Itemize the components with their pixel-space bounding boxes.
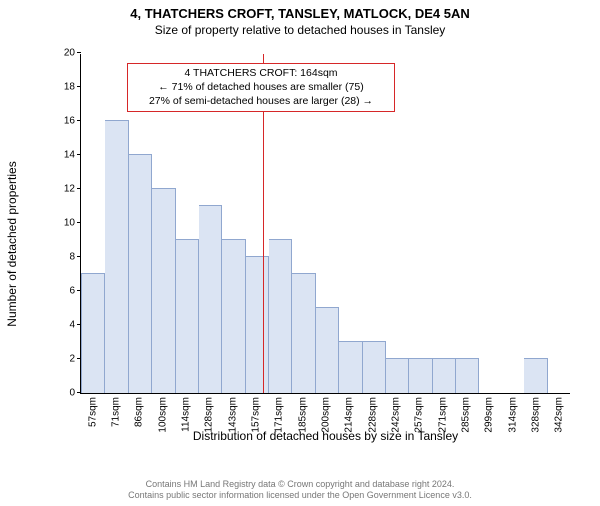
x-tick-label: 157sqm: [251, 393, 262, 433]
x-tick-label: 185sqm: [297, 393, 308, 433]
histogram-bar: [81, 273, 105, 393]
histogram-bar: [386, 358, 409, 393]
footer-line-2: Contains public sector information licen…: [0, 490, 600, 502]
y-tick-mark: [77, 154, 81, 155]
plot-area: 4 THATCHERS CROFT: 164sqm← 71% of detach…: [80, 54, 570, 394]
x-tick-label: 57sqm: [87, 393, 98, 427]
histogram-bar: [199, 205, 222, 393]
x-tick-label: 328sqm: [531, 393, 542, 433]
annotation-line: ← 71% of detached houses are smaller (75…: [134, 80, 388, 94]
histogram-bar: [524, 358, 547, 393]
histogram-bar: [456, 358, 479, 393]
histogram-bar: [433, 358, 456, 393]
page-subtitle: Size of property relative to detached ho…: [0, 23, 600, 37]
annotation-line: 4 THATCHERS CROFT: 164sqm: [134, 66, 388, 80]
x-tick-label: 200sqm: [321, 393, 332, 433]
y-tick-mark: [77, 256, 81, 257]
x-tick-label: 242sqm: [391, 393, 402, 433]
histogram-bar: [316, 307, 339, 393]
histogram-bar: [269, 239, 292, 393]
histogram-bar: [176, 239, 199, 393]
x-tick-label: 143sqm: [227, 393, 238, 433]
histogram-bar: [339, 341, 362, 393]
y-tick-mark: [77, 120, 81, 121]
x-tick-label: 342sqm: [554, 393, 565, 433]
y-tick-mark: [77, 86, 81, 87]
y-tick-label: 8: [69, 252, 81, 263]
x-tick-label: 114sqm: [181, 393, 192, 432]
marker-annotation: 4 THATCHERS CROFT: 164sqm← 71% of detach…: [127, 63, 395, 112]
y-tick-label: 2: [69, 354, 81, 365]
x-tick-label: 214sqm: [344, 393, 355, 433]
y-tick-label: 14: [64, 150, 81, 161]
y-tick-mark: [77, 222, 81, 223]
x-tick-label: 86sqm: [134, 393, 145, 427]
y-tick-label: 20: [64, 48, 81, 59]
x-tick-label: 299sqm: [484, 393, 495, 433]
y-tick-mark: [77, 324, 81, 325]
y-axis-label: Number of detached properties: [5, 161, 19, 326]
y-tick-label: 6: [69, 286, 81, 297]
histogram-bar: [152, 188, 175, 393]
y-tick-label: 0: [69, 388, 81, 399]
x-tick-label: 100sqm: [157, 393, 168, 433]
y-tick-label: 18: [64, 82, 81, 93]
histogram-bar: [222, 239, 245, 393]
x-tick-label: 228sqm: [367, 393, 378, 433]
y-tick-label: 4: [69, 320, 81, 331]
x-tick-label: 71sqm: [111, 393, 122, 427]
x-tick-label: 314sqm: [507, 393, 518, 433]
x-tick-label: 285sqm: [461, 393, 472, 433]
histogram-bar: [409, 358, 432, 393]
y-tick-label: 16: [64, 116, 81, 127]
y-tick-label: 10: [64, 218, 81, 229]
x-tick-label: 171sqm: [274, 393, 285, 433]
y-tick-mark: [77, 392, 81, 393]
histogram-chart: Number of detached properties 4 THATCHER…: [50, 54, 580, 434]
x-tick-label: 257sqm: [414, 393, 425, 433]
y-tick-label: 12: [64, 184, 81, 195]
y-tick-mark: [77, 52, 81, 53]
footer-line-1: Contains HM Land Registry data © Crown c…: [0, 479, 600, 491]
x-tick-label: 128sqm: [204, 393, 215, 433]
y-tick-mark: [77, 188, 81, 189]
y-tick-mark: [77, 290, 81, 291]
page-title: 4, THATCHERS CROFT, TANSLEY, MATLOCK, DE…: [0, 6, 600, 21]
histogram-bar: [105, 120, 128, 393]
x-tick-label: 271sqm: [437, 393, 448, 433]
annotation-line: 27% of semi-detached houses are larger (…: [134, 94, 388, 108]
y-tick-mark: [77, 358, 81, 359]
histogram-bar: [363, 341, 386, 393]
histogram-bar: [246, 256, 269, 393]
footer-attribution: Contains HM Land Registry data © Crown c…: [0, 479, 600, 502]
histogram-bar: [129, 154, 152, 393]
histogram-bar: [292, 273, 315, 393]
